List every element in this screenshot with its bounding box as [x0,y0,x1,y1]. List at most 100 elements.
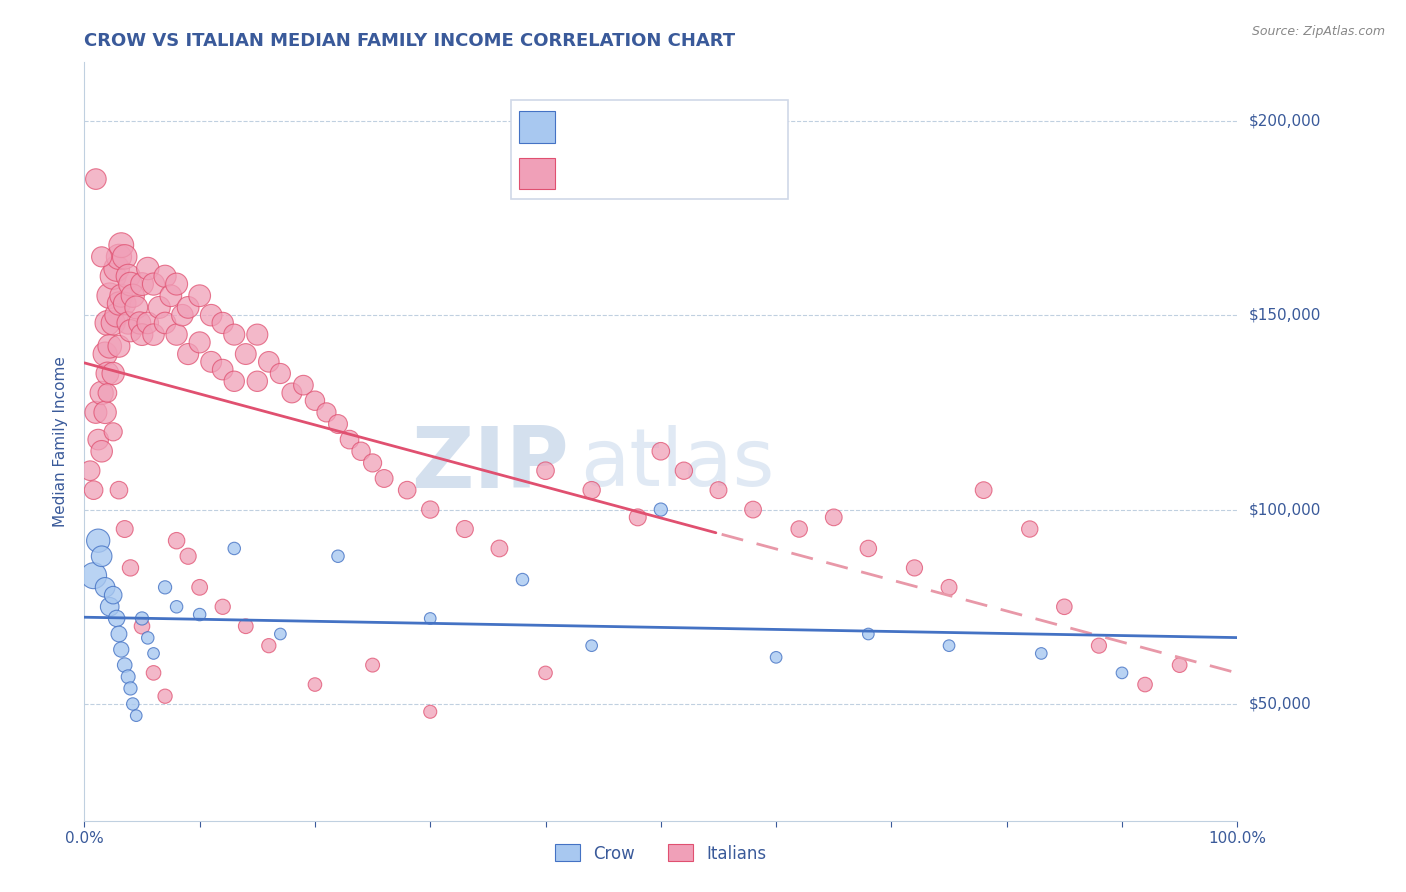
Point [105,308,128,322]
Point [246,374,269,388]
Point [304,677,326,691]
Point [108,250,131,264]
Point [177,347,200,361]
Point [94,347,117,361]
Point [153,316,176,330]
Point [98,339,121,353]
Point [200,355,222,369]
Point [94,405,117,419]
Point [419,705,441,719]
Text: Source: ZipAtlas.com: Source: ZipAtlas.com [1251,25,1385,38]
Point [105,261,128,276]
Point [131,277,153,291]
Text: $100,000: $100,000 [1249,502,1320,517]
Point [108,627,131,641]
Point [224,541,246,556]
Point [90,386,112,401]
Point [650,444,672,458]
Point [142,665,165,680]
Point [166,599,188,614]
Point [120,681,142,696]
Point [120,561,142,575]
Point [534,464,557,478]
Point [211,362,233,376]
Point [235,347,257,361]
Point [153,269,176,284]
Point [142,327,165,342]
Point [131,327,153,342]
Point [96,316,118,330]
Point [269,367,291,381]
Point [166,533,188,548]
Point [269,627,291,641]
Point [110,289,132,303]
Point [172,308,194,322]
Point [160,289,183,303]
Point [292,378,315,392]
Y-axis label: Median Family Income: Median Family Income [53,356,69,527]
Point [105,611,128,625]
Point [103,588,124,602]
Point [188,289,211,303]
Point [110,238,132,252]
Point [672,464,695,478]
Point [177,301,200,315]
Point [1031,647,1053,661]
Point [114,658,136,673]
Point [96,367,118,381]
Point [1018,522,1040,536]
Text: CROW VS ITALIAN MEDIAN FAMILY INCOME CORRELATION CHART: CROW VS ITALIAN MEDIAN FAMILY INCOME COR… [84,32,735,50]
Point [581,639,603,653]
Point [188,607,211,622]
Point [96,386,118,401]
Point [142,647,165,661]
Point [131,611,153,625]
Point [117,316,139,330]
Text: $50,000: $50,000 [1249,697,1312,712]
Point [903,561,925,575]
Point [650,502,672,516]
Point [488,541,510,556]
Point [108,296,131,310]
Point [742,502,765,516]
Point [326,549,349,564]
Point [136,316,159,330]
Point [396,483,419,497]
Point [224,374,246,388]
Point [98,289,121,303]
Point [90,250,112,264]
Point [938,639,960,653]
Point [246,327,269,342]
Point [87,433,110,447]
Point [627,510,650,524]
Point [211,316,233,330]
Point [1168,658,1191,673]
Point [419,502,441,516]
Point [128,316,150,330]
Point [136,631,159,645]
Point [787,522,810,536]
Point [108,483,131,497]
Point [125,301,148,315]
Text: ZIP: ZIP [411,423,568,506]
Point [108,339,131,353]
Point [188,580,211,594]
Point [114,250,136,264]
Legend: Crow, Italians: Crow, Italians [548,838,773,869]
Point [103,269,124,284]
Point [166,327,188,342]
Point [166,277,188,291]
Point [103,316,124,330]
Point [110,642,132,657]
Point [125,708,148,723]
Point [90,549,112,564]
Point [315,405,337,419]
Point [142,277,165,291]
Point [121,289,143,303]
Point [1111,665,1133,680]
Point [235,619,257,633]
Point [534,665,557,680]
Point [281,386,304,401]
Point [257,355,280,369]
Point [454,522,477,536]
